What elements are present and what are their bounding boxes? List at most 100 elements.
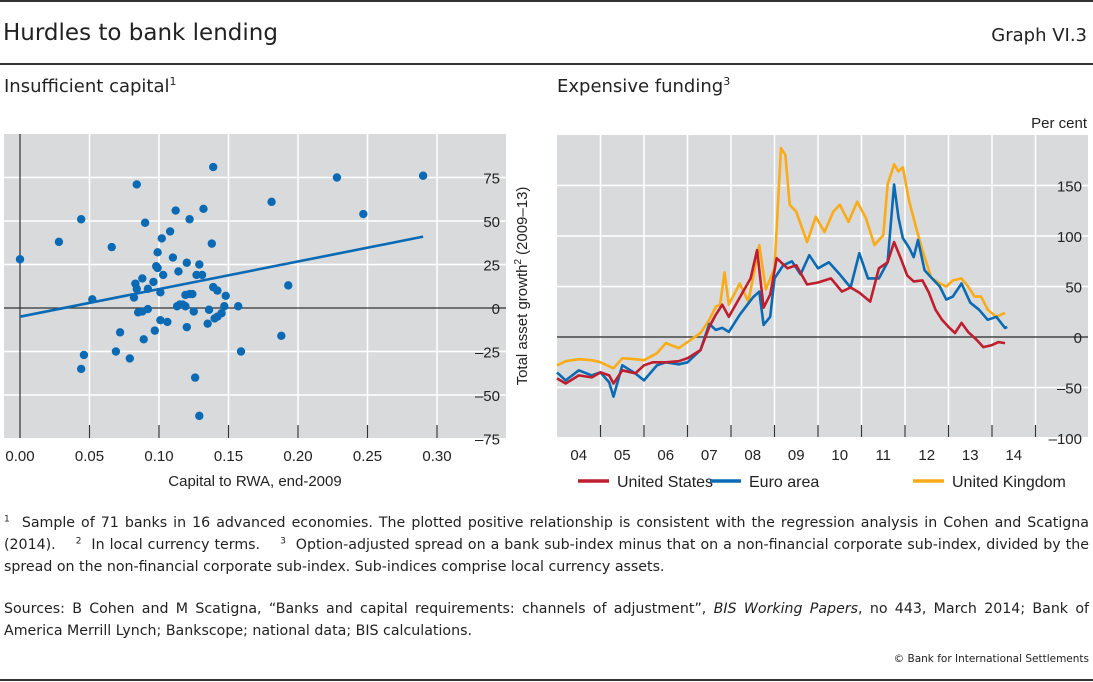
scatter-point (165, 227, 175, 236)
right-panel-title-footnote: 3 (723, 75, 731, 88)
right-panel-title-text: Expensive funding (557, 76, 724, 97)
line-x-tick-label: 07 (701, 447, 718, 464)
scatter-point (203, 319, 212, 328)
scatter-y-axis-label-text: Total asset growth (514, 265, 531, 386)
scatter-point (277, 331, 286, 341)
scatter-point (267, 197, 276, 207)
scatter-point (163, 317, 172, 327)
scatter-point (213, 286, 222, 295)
charts-canvas: –75 –50 –25 0 25 50 75 0.00 0.05 0.10 0.15 0.20 0.2… (4, 115, 1088, 491)
scatter-point (172, 302, 182, 311)
scatter-point (185, 215, 194, 224)
line-chart: Per cent –100 –50 0 50 100 150 04 05 06 07 08 09 10… (556, 115, 1088, 491)
scatter-point (79, 350, 89, 360)
footnote-2-text: In local currency terms. (91, 537, 261, 553)
sources: Sources: B Cohen and M Scatigna, “Banks … (4, 598, 1089, 642)
line-x-tick-label: 05 (614, 447, 631, 464)
scatter-axes (4, 134, 506, 438)
line-y-tick-label: 100 (1057, 229, 1082, 246)
scatter-point (204, 305, 214, 314)
scatter-point (132, 284, 141, 294)
line-y-tick-label: 0 (1074, 330, 1082, 347)
scatter-y-axis-label-footnote: 2 (513, 259, 524, 265)
scatter-point (139, 335, 148, 344)
scatter-point (149, 277, 158, 287)
scatter-point (199, 204, 208, 214)
footnotes: 1 Sample of 71 banks in 16 advanced econ… (4, 512, 1089, 578)
scatter-point (76, 364, 86, 374)
scatter-point (195, 411, 204, 421)
scatter-point (111, 347, 121, 356)
scatter-point (143, 284, 153, 294)
title-rule (0, 63, 1093, 65)
line-x-tick-label: 04 (570, 447, 587, 464)
scatter-x-tick-label: 0.05 (75, 448, 104, 465)
line-x-tick-label: 06 (657, 447, 674, 464)
scatter-point (153, 248, 162, 257)
footnote-1-text: Sample of 71 banks in 16 advanced econom… (4, 515, 1089, 553)
scatter-point (418, 171, 428, 180)
scatter-point (153, 263, 162, 273)
top-rule (0, 0, 1093, 2)
scatter-point (107, 242, 116, 252)
scatter-point (332, 173, 342, 182)
scatter-y-tick-label: –50 (475, 388, 500, 405)
footnote-1-marker: 1 (4, 514, 10, 525)
left-panel-title-text: Insufficient capital (4, 76, 170, 97)
line-series (556, 146, 1008, 398)
scatter-y-tick-label: 75 (483, 171, 500, 188)
scatter-trendline (19, 235, 424, 318)
scatter-point (174, 267, 183, 276)
left-panel-title: Insufficient capital1 (4, 76, 177, 97)
sources-publication-title: BIS Working Papers (713, 601, 859, 617)
scatter-point (158, 270, 168, 280)
line-x-tick-label: 14 (1005, 447, 1022, 464)
line-legend: United States Euro area United Kingdom (578, 474, 1066, 491)
scatter-y-tick-labels: –75 –50 –25 0 25 50 75 (475, 171, 500, 449)
scatter-points (15, 162, 428, 421)
scatter-point (190, 373, 200, 382)
legend-label-euro-area: Euro area (749, 474, 819, 491)
scatter-point (115, 328, 125, 337)
footnote-3-marker: 3 (280, 536, 286, 547)
scatter-x-tick-label: 0.30 (422, 448, 451, 465)
line-y-tick-label: –100 (1049, 431, 1082, 448)
line-y-tick-label: –50 (1057, 381, 1082, 398)
scatter-point (221, 291, 230, 301)
scatter-point (156, 288, 165, 297)
scatter-y-tick-label: 25 (483, 258, 500, 275)
scatter-point (207, 239, 217, 248)
footnote-3-text: Option-adjusted spread on a bank sub-ind… (4, 537, 1089, 575)
scatter-point (188, 289, 197, 299)
graph-number: Graph VI.3 (991, 25, 1087, 46)
footnote-2-marker: 2 (75, 536, 82, 547)
line-x-tick-label: 09 (788, 447, 805, 464)
scatter-trendline-group (19, 235, 424, 318)
scatter-point (189, 307, 198, 316)
scatter-point (54, 237, 64, 247)
scatter-point (140, 218, 150, 227)
line-unit-label: Per cent (1031, 115, 1088, 132)
scatter-point (209, 162, 218, 172)
scatter-x-tick-labels: 0.00 0.05 0.10 0.15 0.20 0.25 0.30 (5, 448, 451, 465)
scatter-point (197, 270, 207, 280)
scatter-y-axis-label-suffix: (2009–13) (514, 187, 531, 255)
scatter-point (15, 255, 25, 264)
scatter-point (143, 304, 153, 314)
scatter-point (76, 215, 86, 224)
scatter-point (236, 347, 246, 356)
legend-label-united-states: United States (617, 474, 713, 491)
line-series-united-states (556, 240, 1006, 385)
scatter-point (129, 293, 139, 302)
scatter-y-tick-label: –75 (475, 432, 500, 449)
line-x-tick-label: 13 (962, 447, 979, 464)
scatter-point (156, 315, 165, 325)
scatter-point (138, 274, 147, 283)
line-x-tick-label: 11 (875, 447, 891, 464)
scatter-point (234, 302, 243, 311)
scatter-point (182, 258, 191, 267)
line-y-tick-label: 50 (1065, 280, 1082, 297)
scatter-x-tick-label: 0.25 (353, 448, 382, 465)
scatter-plot-background (4, 134, 506, 438)
line-x-tick-label: 08 (744, 447, 761, 464)
